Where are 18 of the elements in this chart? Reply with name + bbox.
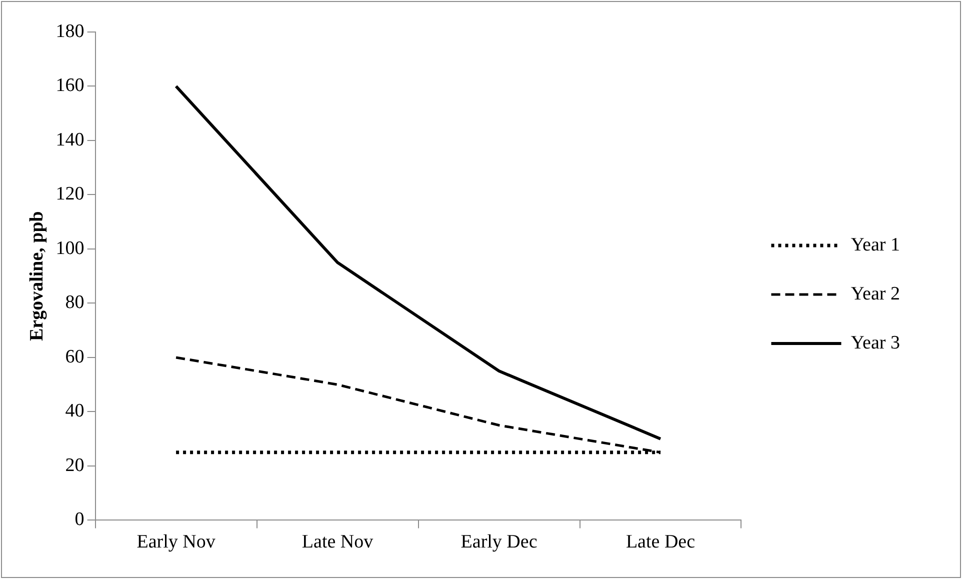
y-tick-label: 180: [56, 20, 84, 42]
y-tick-label: 120: [56, 184, 84, 205]
y-tick-label: 80: [65, 292, 84, 314]
x-tick-label: Late Dec: [626, 532, 696, 553]
y-tick-label: 100: [56, 238, 84, 259]
y-axis-title: Ergovaline, ppb: [26, 211, 48, 342]
y-tick-label: 40: [65, 400, 84, 422]
legend-label: Year 3: [850, 332, 900, 354]
x-tick-label: Early Nov: [136, 532, 216, 553]
legend-label: Year 1: [850, 234, 900, 256]
y-tick-label: 140: [56, 129, 84, 150]
legend-label: Year 2: [850, 283, 900, 304]
y-tick-label: 60: [65, 346, 84, 368]
y-tick-label: 20: [65, 454, 84, 476]
x-tick-label: Late Nov: [302, 532, 374, 553]
y-tick-label: 0: [74, 509, 84, 530]
y-tick-label: 160: [56, 75, 84, 96]
x-tick-label: Early Dec: [460, 532, 538, 553]
